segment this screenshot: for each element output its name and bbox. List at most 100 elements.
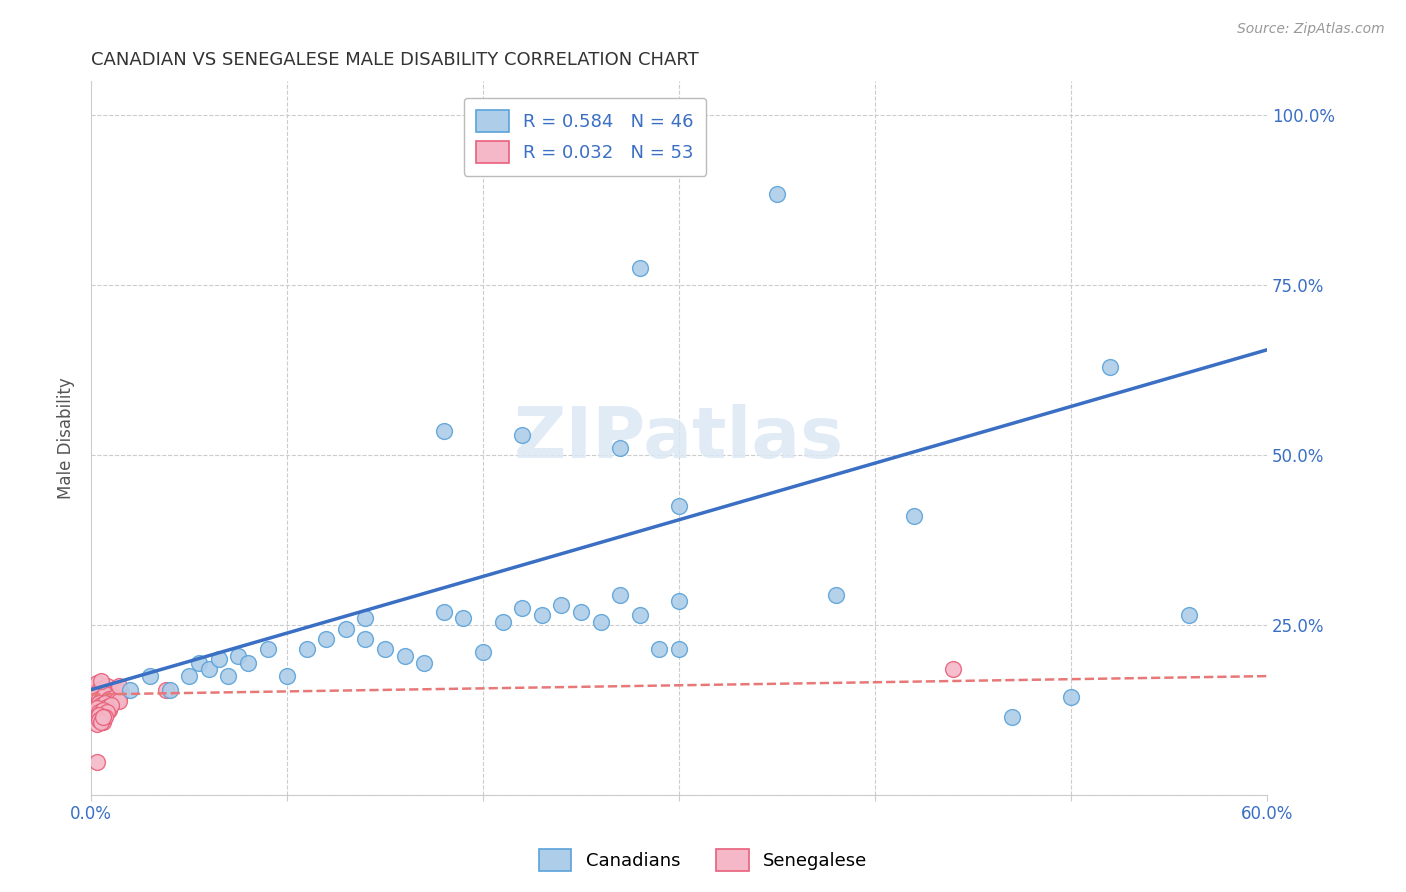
Point (107, 694, 129, 708)
Point (90, 712, 112, 726)
Legend: R = 0.584   N = 46, R = 0.032   N = 53: R = 0.584 N = 46, R = 0.032 N = 53 (464, 97, 706, 176)
Point (179, 669, 201, 683)
Point (226, 648, 249, 663)
Point (510, 427, 533, 442)
Point (433, 425, 456, 439)
Point (94, 710, 117, 724)
Point (648, 641, 671, 656)
Point (97, 688, 120, 702)
Point (91, 690, 114, 704)
Point (100, 696, 122, 710)
Point (315, 632, 337, 646)
Point (668, 594, 690, 608)
Point (90, 673, 112, 688)
Point (453, 611, 475, 625)
Point (139, 669, 162, 683)
Point (101, 693, 124, 707)
Point (100, 684, 122, 698)
Point (236, 656, 259, 670)
Point (942, 662, 965, 676)
Point (96, 699, 118, 714)
Point (668, 499, 690, 513)
Point (354, 632, 377, 646)
Point (207, 652, 229, 666)
Legend: Canadians, Senegalese: Canadians, Senegalese (531, 842, 875, 879)
Point (97, 691, 120, 706)
Point (492, 615, 515, 629)
Text: Source: ZipAtlas.com: Source: ZipAtlas.com (1237, 22, 1385, 37)
Point (295, 641, 318, 656)
Point (96, 679, 118, 693)
Point (86, 688, 108, 702)
Point (413, 656, 436, 670)
Point (628, 261, 651, 276)
Point (1001, 710, 1024, 724)
Point (374, 641, 396, 656)
Point (1099, 359, 1122, 374)
Point (609, 442, 631, 456)
Point (87, 682, 110, 697)
Point (94, 690, 117, 704)
Point (87, 714, 110, 728)
Point (668, 641, 690, 656)
Point (110, 684, 132, 698)
Point (86, 756, 108, 770)
Point (87, 707, 110, 722)
Point (94, 688, 117, 702)
Point (86, 676, 108, 690)
Point (91, 703, 114, 717)
Point (589, 615, 612, 629)
Point (90, 714, 112, 729)
Point (609, 588, 631, 602)
Point (87, 705, 110, 719)
Point (187, 656, 209, 670)
Point (90, 698, 112, 713)
Point (217, 669, 239, 683)
Point (86, 716, 108, 731)
Point (96, 705, 118, 719)
Text: CANADIAN VS SENEGALESE MALE DISABILITY CORRELATION CHART: CANADIAN VS SENEGALESE MALE DISABILITY C… (91, 51, 699, 69)
Point (107, 690, 129, 704)
Point (335, 622, 357, 636)
Point (91, 710, 114, 724)
Point (87, 691, 110, 706)
Point (394, 648, 416, 663)
Point (354, 611, 377, 625)
Point (91, 681, 114, 695)
Point (197, 662, 219, 676)
Point (510, 601, 533, 615)
Point (159, 682, 181, 697)
Point (107, 679, 129, 693)
Point (101, 691, 124, 706)
Point (90, 694, 112, 708)
Point (155, 682, 177, 697)
Point (97, 703, 120, 717)
Point (903, 509, 925, 524)
Point (94, 696, 117, 710)
Text: ZIPatlas: ZIPatlas (515, 404, 844, 473)
Point (256, 641, 278, 656)
Point (96, 694, 118, 708)
Point (91, 714, 114, 729)
Point (433, 605, 456, 619)
Point (766, 186, 789, 201)
Point (120, 682, 142, 697)
Point (86, 701, 108, 715)
Y-axis label: Male Disability: Male Disability (58, 377, 75, 500)
Point (569, 605, 592, 619)
Point (94, 707, 117, 722)
Point (90, 686, 112, 700)
Point (276, 669, 298, 683)
Point (86, 710, 108, 724)
Point (530, 607, 553, 622)
Point (104, 688, 127, 702)
Point (87, 696, 110, 710)
Point (105, 682, 128, 697)
Point (104, 690, 127, 704)
Point (90, 706, 112, 721)
Point (1177, 607, 1199, 622)
Point (550, 598, 572, 612)
Point (100, 698, 122, 713)
Point (1060, 690, 1083, 704)
Point (91, 701, 114, 715)
